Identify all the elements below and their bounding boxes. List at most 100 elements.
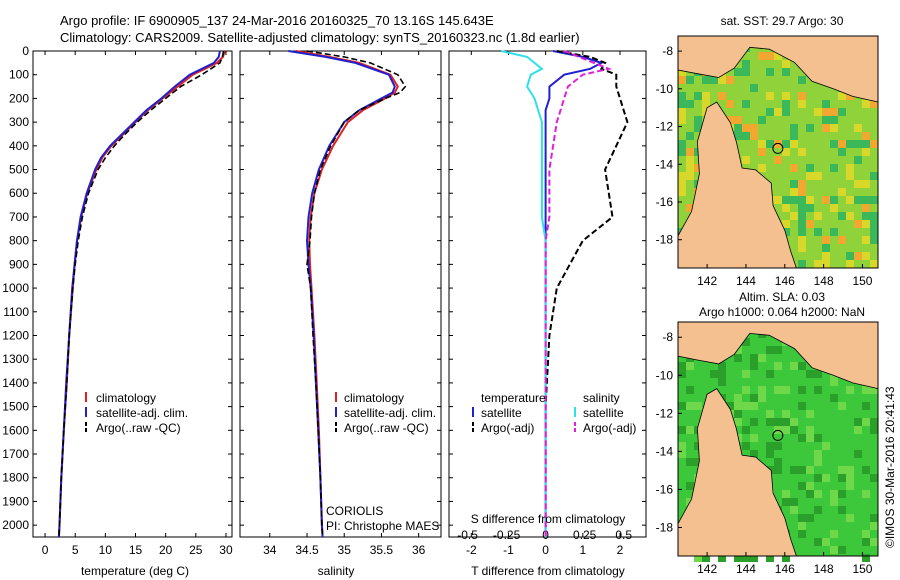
field-cell [790, 212, 798, 220]
figure-title-line1: Argo profile: IF 6900905_137 24-Mar-2016… [60, 13, 494, 28]
field-cell [814, 172, 822, 180]
x-tick-label: 35.5 [370, 543, 394, 557]
y-tick-label: 1400 [2, 376, 29, 390]
field-cell [678, 426, 686, 434]
field-cell [822, 260, 830, 268]
field-cell [686, 164, 694, 172]
series-line-satellite-adj. clim. [288, 50, 396, 538]
field-cell [742, 68, 750, 76]
field-cell [830, 196, 838, 204]
field-cell [814, 490, 822, 498]
field-cell [846, 172, 854, 180]
y-tick-label: 600 [9, 186, 29, 200]
field-cell [750, 554, 758, 562]
map-x-tick-label: 148 [814, 562, 834, 576]
field-cell [854, 196, 862, 204]
field-cell [782, 426, 790, 434]
field-cell [782, 204, 790, 212]
y-tick-label: 1900 [2, 494, 29, 508]
field-cell [742, 442, 750, 450]
field-cell [806, 370, 814, 378]
field-cell [798, 522, 806, 530]
y-tick-label: 1200 [2, 328, 29, 342]
field-cell [822, 442, 830, 450]
field-cell [838, 402, 846, 410]
field-cell [798, 188, 806, 196]
y-tick-label: 2000 [2, 518, 29, 532]
field-cell [862, 538, 870, 546]
field-cell [814, 386, 822, 394]
field-cell [686, 482, 694, 490]
field-cell [750, 124, 758, 132]
field-cell [830, 228, 838, 236]
field-cell [782, 220, 790, 228]
field-cell [726, 116, 734, 124]
salinity-legend: climatology satellite-adj. clim. Argo(..… [335, 391, 436, 435]
field-cell [782, 60, 790, 68]
field-cell [686, 458, 694, 466]
field-cell [678, 100, 686, 108]
x-tick-label: 36 [412, 543, 426, 557]
field-cell [766, 92, 774, 100]
y-tick-label: 300 [9, 115, 29, 129]
field-cell [750, 450, 758, 458]
field-cell [782, 196, 790, 204]
field-cell [718, 76, 726, 84]
pi-label: PI: Christophe MAES [326, 519, 439, 533]
field-cell [774, 466, 782, 474]
temperature-xlabel: temperature (deg C) [81, 564, 189, 578]
salinity-xlabel: salinity [318, 564, 355, 578]
field-cell [862, 204, 870, 212]
field-cell [686, 426, 694, 434]
field-cell [806, 434, 814, 442]
field-cell [742, 426, 750, 434]
field-cell [734, 418, 742, 426]
sla-map: 142 144 146 148 150 -8 -10 -12 -14 -16 -18 [656, 321, 879, 576]
field-cell [870, 172, 878, 180]
field-cell [830, 498, 838, 506]
salinity-panel: 34 34.5 35 35.5 36 [239, 50, 442, 557]
field-cell [862, 140, 870, 148]
field-cell [854, 450, 862, 458]
field-cell [782, 92, 790, 100]
field-cell [766, 52, 774, 60]
field-cell [790, 132, 798, 140]
sst-map-title: sat. SST: 29.7 Argo: 30 [721, 14, 844, 28]
field-cell [790, 426, 798, 434]
field-cell [750, 434, 758, 442]
field-cell [782, 148, 790, 156]
field-cell [862, 418, 870, 426]
difference-legend: temperature salinity satellite Argo(-adj… [472, 391, 636, 435]
field-cell [846, 474, 854, 482]
field-cell [870, 196, 878, 204]
field-cell [830, 546, 838, 554]
field-cell [750, 132, 758, 140]
field-cell [742, 124, 750, 132]
field-cell [846, 386, 854, 394]
field-cell [870, 386, 878, 394]
x-tick-label: 5 [72, 543, 79, 557]
field-cell [694, 402, 702, 410]
field-cell [782, 490, 790, 498]
field-cell [870, 140, 878, 148]
field-cell [742, 156, 750, 164]
land-cape-york [677, 388, 797, 557]
field-cell [870, 236, 878, 244]
field-cell [694, 458, 702, 466]
map-x-tick-label: 150 [852, 274, 872, 288]
field-cell [734, 124, 742, 132]
field-cell [766, 418, 774, 426]
field-cell [806, 466, 814, 474]
y-tick-label: 500 [9, 163, 29, 177]
y-tick-label: 0 [22, 44, 29, 58]
field-cell [822, 116, 830, 124]
x-tick-label: 1 [579, 543, 586, 557]
field-cell [846, 514, 854, 522]
field-cell [766, 450, 774, 458]
field-cell [798, 204, 806, 212]
field-cell [726, 100, 734, 108]
field-cell [830, 164, 838, 172]
field-cell [694, 554, 702, 562]
y-tick-label: 1000 [2, 281, 29, 295]
